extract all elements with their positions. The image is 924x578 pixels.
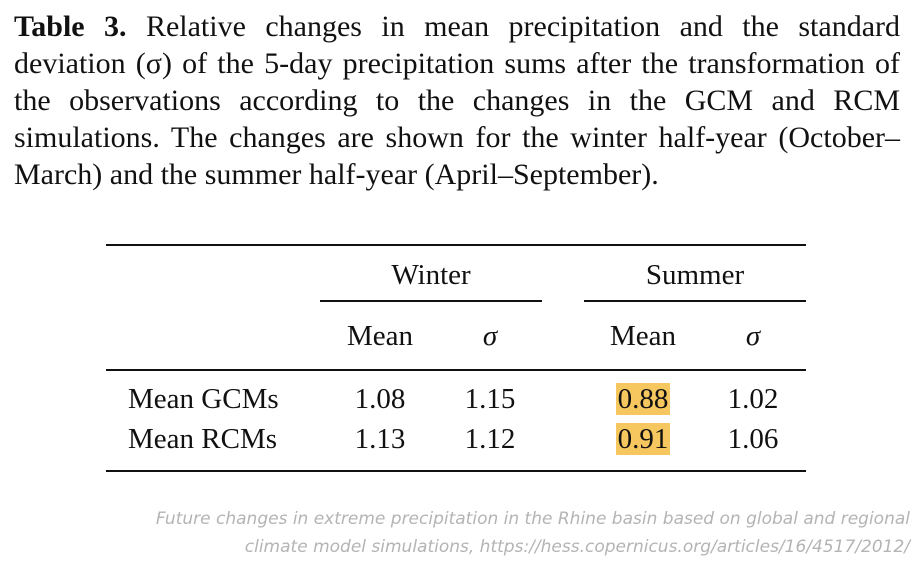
table-cell: 1.06 [727,423,779,455]
bottom-rule [106,470,806,472]
table-cell-highlighted: 0.88 [593,382,693,416]
group-header-winter: Winter [391,259,471,291]
table-caption: Table 3. Relative changes in mean precip… [14,8,900,193]
summer-group-rule [584,300,806,302]
table-cell: 1.12 [464,423,516,455]
highlight-mark: 0.88 [615,383,671,415]
highlight-mark: 0.91 [615,423,671,455]
subheader-summer-sigma: σ [745,320,761,352]
table-cell: 1.02 [727,383,779,415]
row-label: Mean GCMs [128,383,279,415]
table-cell: 1.15 [464,383,516,415]
top-rule [106,244,806,246]
caption-label: Table 3. [14,10,127,43]
caption-text: Relative changes in mean precipitation a… [14,10,901,191]
subheader-winter-sigma: σ [482,320,498,352]
source-attribution: Future changes in extreme precipitation … [30,505,910,561]
group-header-summer: Summer [645,259,745,291]
row-label: Mean RCMs [128,423,278,455]
winter-group-rule [320,300,542,302]
source-line-1: Future changes in extreme precipitation … [155,509,910,529]
subheader-winter-mean: Mean [346,320,414,352]
table-cell: 1.13 [354,423,406,455]
table-cell-highlighted: 0.91 [593,422,693,456]
subheader-summer-mean: Mean [609,320,677,352]
source-line-2: climate model simulations, https://hess.… [244,537,910,557]
table-cell: 1.08 [354,383,406,415]
header-rule [106,369,806,371]
